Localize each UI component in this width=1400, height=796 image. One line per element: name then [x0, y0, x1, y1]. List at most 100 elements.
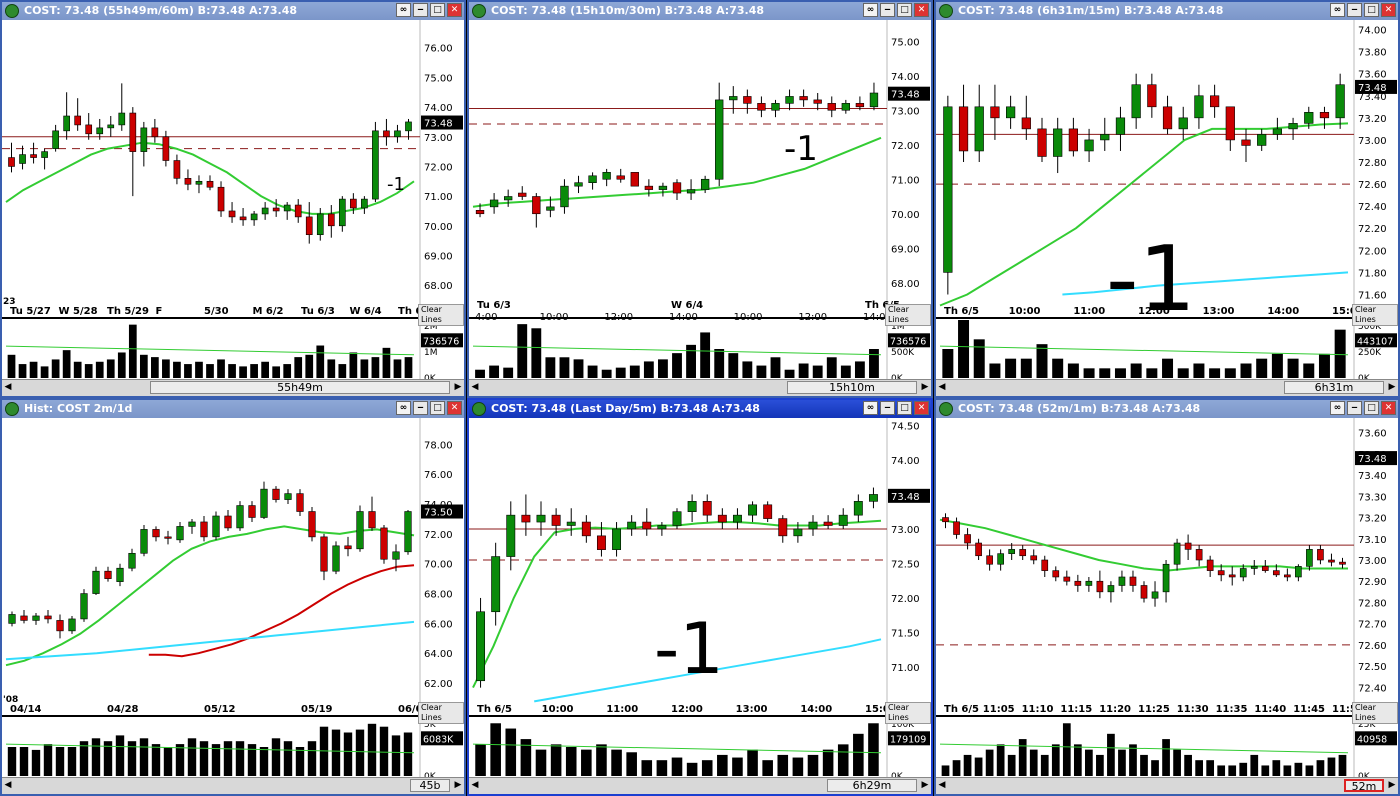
- candle: [128, 548, 136, 572]
- close-icon[interactable]: ✕: [1381, 401, 1396, 415]
- candle: [990, 84, 1000, 140]
- price-chart[interactable]: 74.5074.0073.5073.0072.5072.0071.5071.00…: [469, 418, 931, 778]
- price-tick-label: 72.00: [424, 162, 453, 173]
- corner-label: 23: [3, 297, 16, 307]
- link-icon[interactable]: ∞: [863, 3, 878, 17]
- price-tick-label: 78.00: [424, 440, 453, 451]
- price-chart[interactable]: 78.0076.0074.0072.0070.0068.0066.0064.00…: [2, 418, 464, 778]
- time-axis-label: Tu 5/27: [10, 306, 51, 317]
- close-icon[interactable]: ✕: [447, 401, 462, 415]
- clear-lines-button[interactable]: Clear Lines: [885, 304, 931, 326]
- window-titlebar[interactable]: COST: 73.48 (6h31m/15m) B:73.48 A:73.48 ∞…: [936, 2, 1398, 20]
- minimize-icon[interactable]: ‒: [413, 3, 428, 17]
- arrow-right-icon[interactable]: ▶: [921, 780, 929, 790]
- window-title: Hist: COST 2m/1d: [24, 402, 133, 415]
- volume-bar: [996, 744, 1005, 776]
- volume-bar: [777, 754, 789, 776]
- volume-bar: [295, 747, 305, 776]
- time-axis-label: 15:00: [1332, 306, 1364, 317]
- window-titlebar[interactable]: COST: 73.48 (Last Day/5m) B:73.48 A:73.4…: [469, 400, 931, 418]
- scrollbar-thumb[interactable]: 6h29m: [827, 779, 917, 792]
- candle: [974, 84, 984, 162]
- candle: [869, 82, 879, 111]
- link-icon[interactable]: ∞: [863, 401, 878, 415]
- last-volume-label: 40958: [1357, 734, 1387, 745]
- candle: [642, 508, 652, 536]
- arrow-left-icon[interactable]: ◀: [938, 382, 946, 392]
- arrow-left-icon[interactable]: ◀: [4, 780, 12, 790]
- minimize-icon[interactable]: ‒: [880, 3, 895, 17]
- candle: [657, 522, 667, 536]
- window-titlebar[interactable]: COST: 73.48 (15h10m/30m) B:73.48 A:73.48…: [469, 2, 931, 20]
- maximize-icon[interactable]: □: [430, 401, 445, 415]
- link-icon[interactable]: ∞: [396, 401, 411, 415]
- window-titlebar[interactable]: Hist: COST 2m/1d ∞ ‒ □ ✕: [2, 400, 464, 418]
- candle: [308, 507, 316, 542]
- scrollbar-thumb[interactable]: 45b: [410, 779, 450, 792]
- maximize-icon[interactable]: □: [897, 3, 912, 17]
- close-icon[interactable]: ✕: [914, 401, 929, 415]
- volume-bar: [1184, 754, 1192, 776]
- minimize-icon[interactable]: ‒: [1347, 3, 1362, 17]
- close-icon[interactable]: ✕: [914, 3, 929, 17]
- maximize-icon[interactable]: □: [430, 3, 445, 17]
- window-titlebar[interactable]: COST: 73.48 (55h49m/60m) B:73.48 A:73.48…: [2, 2, 464, 20]
- scrollbar-thumb[interactable]: 52m: [1344, 779, 1384, 792]
- horizontal-scrollbar[interactable]: ◀ ▶ 55h49m: [2, 379, 464, 396]
- clear-lines-button[interactable]: Clear Lines: [418, 304, 464, 326]
- clear-lines-button[interactable]: Clear Lines: [418, 702, 464, 724]
- window-controls: ∞ ‒ □ ✕: [861, 3, 929, 21]
- horizontal-scrollbar[interactable]: ◀ ▶ 6h29m: [469, 777, 931, 794]
- scrollbar-thumb[interactable]: 55h49m: [150, 381, 450, 394]
- time-axis-label: 11:00: [606, 704, 638, 715]
- volume-bar: [223, 741, 233, 776]
- candle: [250, 210, 258, 226]
- clear-lines-button[interactable]: Clear Lines: [1352, 702, 1398, 724]
- scrollbar-thumb[interactable]: 15h10m: [787, 381, 917, 394]
- volume-bar: [305, 354, 314, 378]
- price-chart[interactable]: 76.00 75.00 74.00 73.00 72.00 71.00 70.00 69.00…: [2, 20, 464, 380]
- arrow-right-icon[interactable]: ▶: [1388, 780, 1396, 790]
- horizontal-scrollbar[interactable]: ◀ ▶ 45b: [2, 777, 464, 794]
- arrow-left-icon[interactable]: ◀: [471, 382, 479, 392]
- horizontal-scrollbar[interactable]: ◀ ▶ 6h31m: [936, 379, 1398, 396]
- minimize-icon[interactable]: ‒: [880, 401, 895, 415]
- price-chart[interactable]: 75.00 74.00 73.00 72.00 71.00 70.00 69.00 68.00…: [469, 20, 931, 380]
- arrow-right-icon[interactable]: ▶: [454, 382, 462, 392]
- scrollbar-thumb[interactable]: 6h31m: [1284, 381, 1384, 394]
- time-axis-sublabel: 12:00: [604, 312, 633, 323]
- volume-tick-label: 5K: [424, 720, 437, 730]
- price-chart[interactable]: 73.6073.5073.4073.3073.2073.1073.0072.90…: [936, 418, 1398, 778]
- link-icon[interactable]: ∞: [396, 3, 411, 17]
- maximize-icon[interactable]: □: [897, 401, 912, 415]
- clear-lines-button[interactable]: Clear Lines: [885, 702, 931, 724]
- volume-bar: [985, 749, 994, 776]
- window-titlebar[interactable]: COST: 73.48 (52m/1m) B:73.48 A:73.48 ∞ ‒ □ ✕: [936, 400, 1398, 418]
- close-icon[interactable]: ✕: [1381, 3, 1396, 17]
- window-controls: ∞ ‒ □ ✕: [1328, 3, 1396, 21]
- volume-bar: [798, 363, 809, 378]
- horizontal-scrollbar[interactable]: ◀ ▶ 52m: [936, 777, 1398, 794]
- minimize-icon[interactable]: ‒: [413, 401, 428, 415]
- price-tick-label: 72.50: [1358, 662, 1387, 673]
- volume-bar: [1096, 754, 1104, 776]
- price-tick-label: 72.70: [1358, 620, 1387, 631]
- link-icon[interactable]: ∞: [1330, 3, 1345, 17]
- chart-window-4: Hist: COST 2m/1d ∞‒□✕ 78.0076.0074.0072.00…: [0, 398, 466, 796]
- price-chart[interactable]: 74.00 73.80 73.60 73.40 73.20 73.00 72.80 72.60…: [936, 20, 1398, 380]
- horizontal-scrollbar[interactable]: ◀ ▶ 15h10m: [469, 379, 931, 396]
- arrow-left-icon[interactable]: ◀: [471, 780, 479, 790]
- maximize-icon[interactable]: □: [1364, 3, 1379, 17]
- maximize-icon[interactable]: □: [1364, 401, 1379, 415]
- arrow-right-icon[interactable]: ▶: [1388, 382, 1396, 392]
- arrow-left-icon[interactable]: ◀: [938, 780, 946, 790]
- candle: [986, 549, 993, 571]
- arrow-right-icon[interactable]: ▶: [921, 382, 929, 392]
- clear-lines-button[interactable]: Clear Lines: [1352, 304, 1398, 326]
- arrow-left-icon[interactable]: ◀: [4, 382, 12, 392]
- minimize-icon[interactable]: ‒: [1347, 401, 1362, 415]
- close-icon[interactable]: ✕: [447, 3, 462, 17]
- link-icon[interactable]: ∞: [1330, 401, 1345, 415]
- chart-window-6: COST: 73.48 (52m/1m) B:73.48 A:73.48 ∞ ‒ □ ✕…: [934, 398, 1400, 796]
- arrow-right-icon[interactable]: ▶: [454, 780, 462, 790]
